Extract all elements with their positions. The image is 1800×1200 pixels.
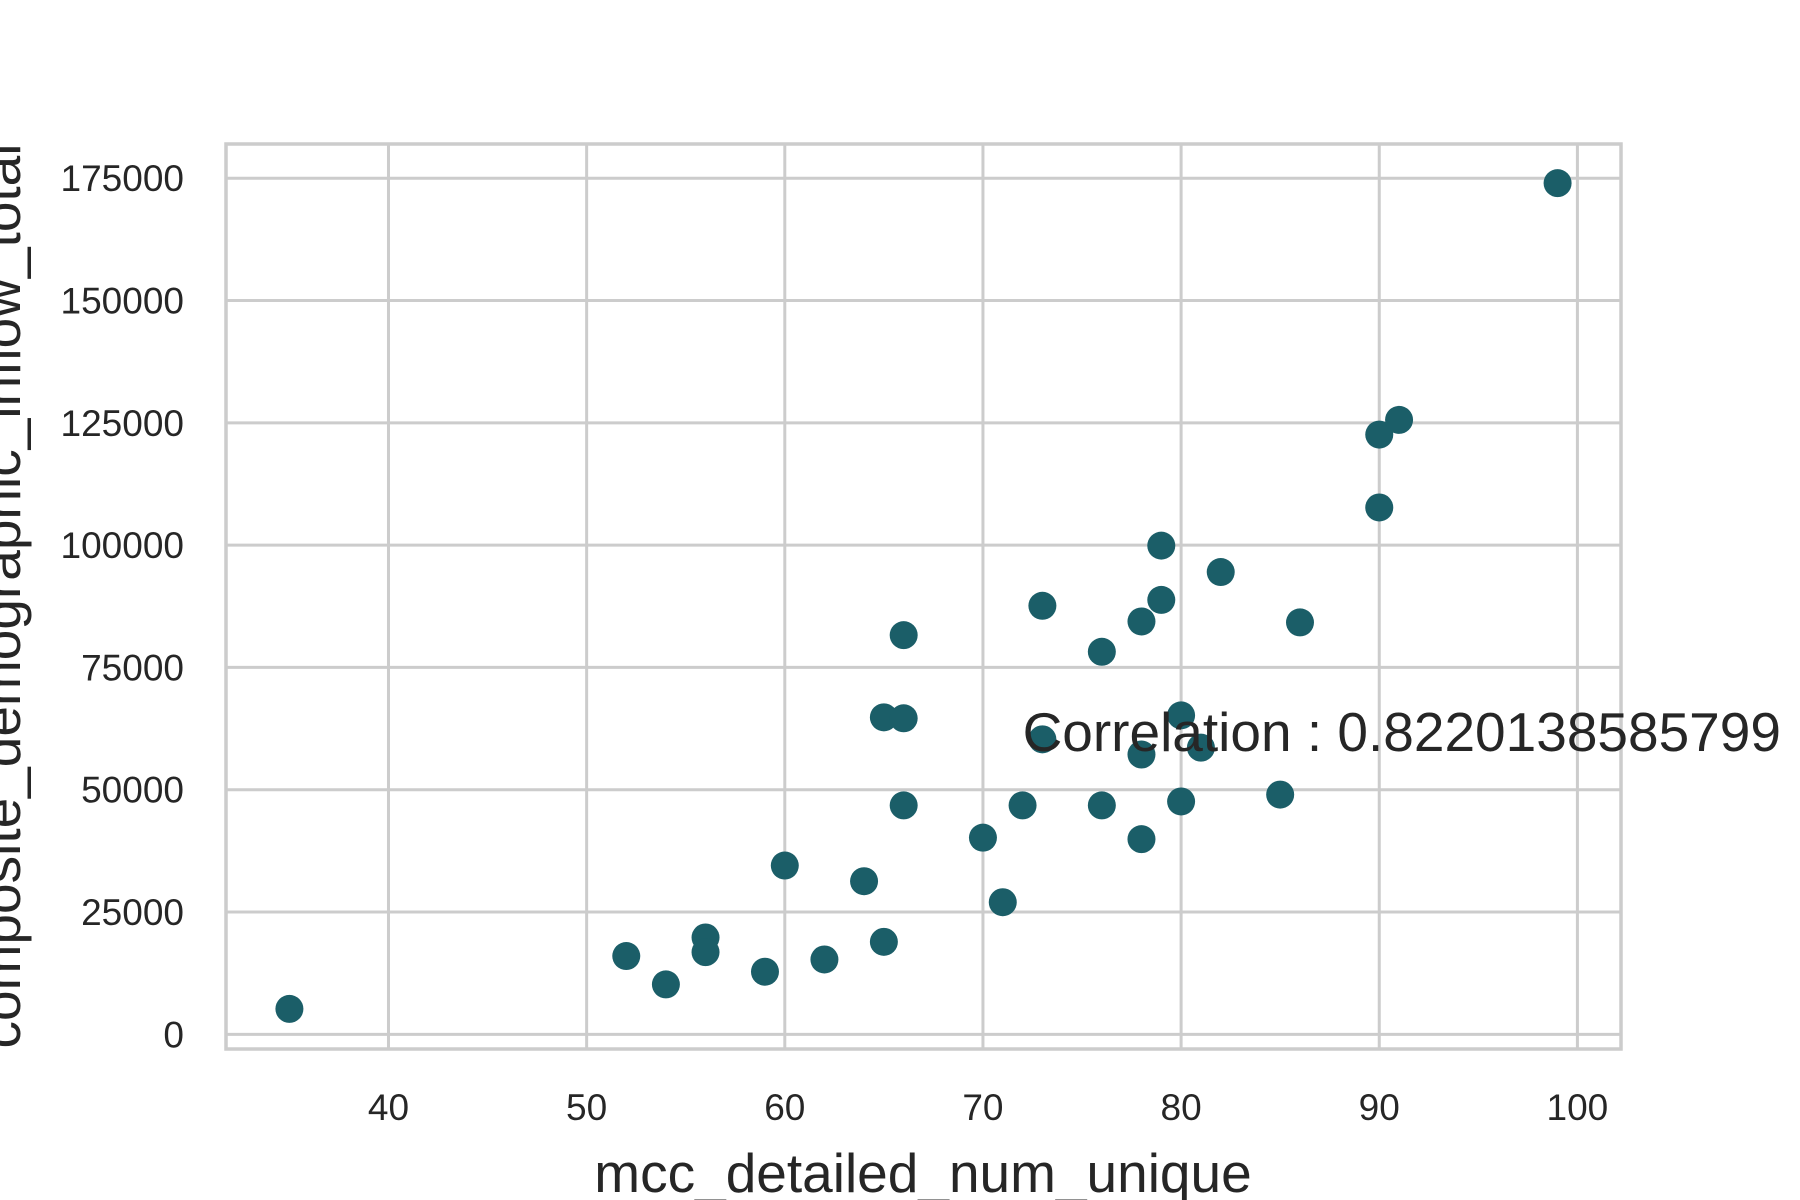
y-tick-label: 50000 <box>81 770 184 811</box>
scatter-point <box>1285 608 1314 637</box>
scatter-point <box>1147 585 1176 614</box>
scatter-point <box>889 791 918 820</box>
tick-labels: 40 50 60 70 80 90 100 0 25000 50000 75000 100000 125… <box>61 158 1609 1128</box>
scatter-point <box>1127 607 1156 636</box>
scatter-point <box>1365 420 1394 449</box>
scatter-point <box>651 970 680 999</box>
y-tick-label: 100000 <box>61 525 184 566</box>
x-tick-label: 40 <box>368 1087 409 1128</box>
scatter-point <box>1028 725 1057 754</box>
scatter-point <box>1543 169 1572 198</box>
scatter-point <box>1167 701 1196 730</box>
scatter-point <box>889 621 918 650</box>
scatter-point <box>850 867 879 896</box>
scatter-point <box>1087 637 1116 666</box>
scatter-point <box>810 945 839 974</box>
scatter-point <box>1008 791 1037 820</box>
scatter-point <box>1167 787 1196 816</box>
scatter-point <box>968 823 997 852</box>
scatter-point <box>1186 733 1215 762</box>
scatter-point <box>770 851 799 880</box>
data-points <box>275 169 1572 1023</box>
scatter-point <box>1365 493 1394 522</box>
y-tick-label: 175000 <box>61 158 184 199</box>
y-tick-label: 150000 <box>61 281 184 322</box>
scatter-point <box>869 927 898 956</box>
scatter-point <box>1206 558 1235 587</box>
scatter-point <box>889 704 918 733</box>
y-tick-label: 25000 <box>81 892 184 933</box>
y-tick-label: 0 <box>163 1014 184 1055</box>
x-tick-label: 70 <box>962 1087 1003 1128</box>
y-tick-label: 75000 <box>81 647 184 688</box>
y-tick-label: 125000 <box>61 403 184 444</box>
correlation-annotation: Correlation : 0.8220138585799 <box>1023 701 1781 763</box>
scatter-point <box>1385 405 1414 434</box>
scatter-point <box>1147 531 1176 560</box>
scatter-point <box>1266 780 1295 809</box>
scatter-point <box>1127 825 1156 854</box>
y-axis-label: composite_demographic_inflow_total <box>0 144 32 1049</box>
x-tick-label: 50 <box>566 1087 607 1128</box>
plot-frame <box>224 142 1623 1051</box>
x-axis-label: mcc_detailed_num_unique <box>594 1142 1251 1200</box>
x-tick-label: 100 <box>1547 1087 1609 1128</box>
scatter-point <box>988 888 1017 917</box>
scatter-point <box>1087 791 1116 820</box>
grid-lines <box>226 144 1621 1049</box>
scatter-point <box>1127 740 1156 769</box>
scatter-point <box>1028 591 1057 620</box>
x-tick-label: 60 <box>764 1087 805 1128</box>
x-tick-label: 90 <box>1359 1087 1400 1128</box>
scatter-point <box>275 994 304 1023</box>
scatter-point <box>869 703 898 732</box>
scatter-point <box>691 938 720 967</box>
x-tick-label: 80 <box>1161 1087 1202 1128</box>
scatter-point <box>750 957 779 986</box>
scatter-point <box>612 942 641 971</box>
